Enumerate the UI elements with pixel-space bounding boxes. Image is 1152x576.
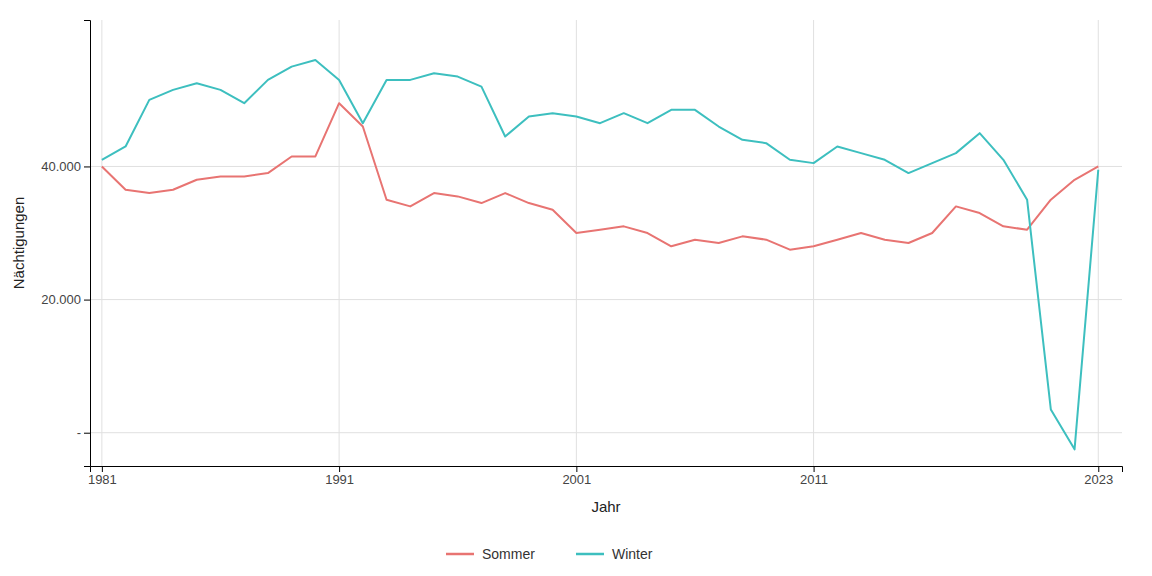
- grid-line-y: [90, 166, 1122, 167]
- tick: 1981: [88, 466, 117, 487]
- tick-mark: [339, 466, 340, 472]
- y-axis: - 20.000 40.000: [41, 21, 90, 467]
- lines: [102, 60, 1098, 449]
- x-axis-title: Jahr: [591, 498, 620, 515]
- grid-line-y: [90, 432, 1122, 433]
- tick: 2011: [800, 466, 828, 487]
- tick-mark: [102, 466, 103, 472]
- axis-line: [91, 467, 1123, 473]
- grid-line-x: [813, 20, 814, 466]
- legend-item: Sommer: [446, 546, 535, 562]
- legend-item: Winter: [576, 546, 653, 562]
- tick: 40.000: [41, 159, 90, 174]
- tick-label: 1981: [88, 472, 117, 487]
- tick-label: 40.000: [41, 159, 81, 174]
- plot: 1981 1991 2001 2011 2023 - 20.000 40.000: [41, 20, 1122, 487]
- series-line: [102, 103, 1098, 249]
- series-line: [102, 60, 1098, 449]
- chart: 1981 1991 2001 2011 2023 - 20.000 40.000 Jahr Näc…: [0, 0, 1152, 576]
- tick-label: 2011: [800, 472, 828, 487]
- legend-label: Winter: [612, 546, 653, 562]
- tick: 20.000: [41, 292, 90, 307]
- tick-label: 2023: [1084, 472, 1113, 487]
- legend-swatch: [446, 553, 474, 556]
- tick: 1991: [325, 466, 354, 487]
- grid: [90, 20, 1122, 466]
- tick: 2001: [562, 466, 591, 487]
- legend: Sommer Winter: [446, 546, 653, 562]
- tick-mark: [576, 466, 577, 472]
- tick-mark: [1098, 466, 1099, 472]
- grid-line-x: [339, 20, 340, 466]
- legend-label: Sommer: [482, 546, 535, 562]
- tick-mark: [84, 166, 90, 167]
- grid-line-x: [576, 20, 577, 466]
- tick-label: -: [77, 425, 81, 440]
- x-axis: 1981 1991 2001 2011 2023: [88, 466, 1123, 487]
- grid-line-x: [1098, 20, 1099, 466]
- tick-mark: [814, 466, 815, 472]
- tick-label: 2001: [562, 472, 591, 487]
- grid-line-x: [101, 20, 102, 466]
- grid-line-y: [90, 299, 1122, 300]
- legend-swatch: [576, 553, 604, 556]
- tick-mark: [84, 300, 90, 301]
- y-axis-title: Nächtigungen: [10, 197, 27, 290]
- tick-label: 20.000: [41, 292, 81, 307]
- tick: -: [77, 425, 90, 440]
- tick-label: 1991: [325, 472, 354, 487]
- tick: 2023: [1084, 466, 1113, 487]
- tick-mark: [84, 433, 90, 434]
- axis-line: [84, 21, 91, 467]
